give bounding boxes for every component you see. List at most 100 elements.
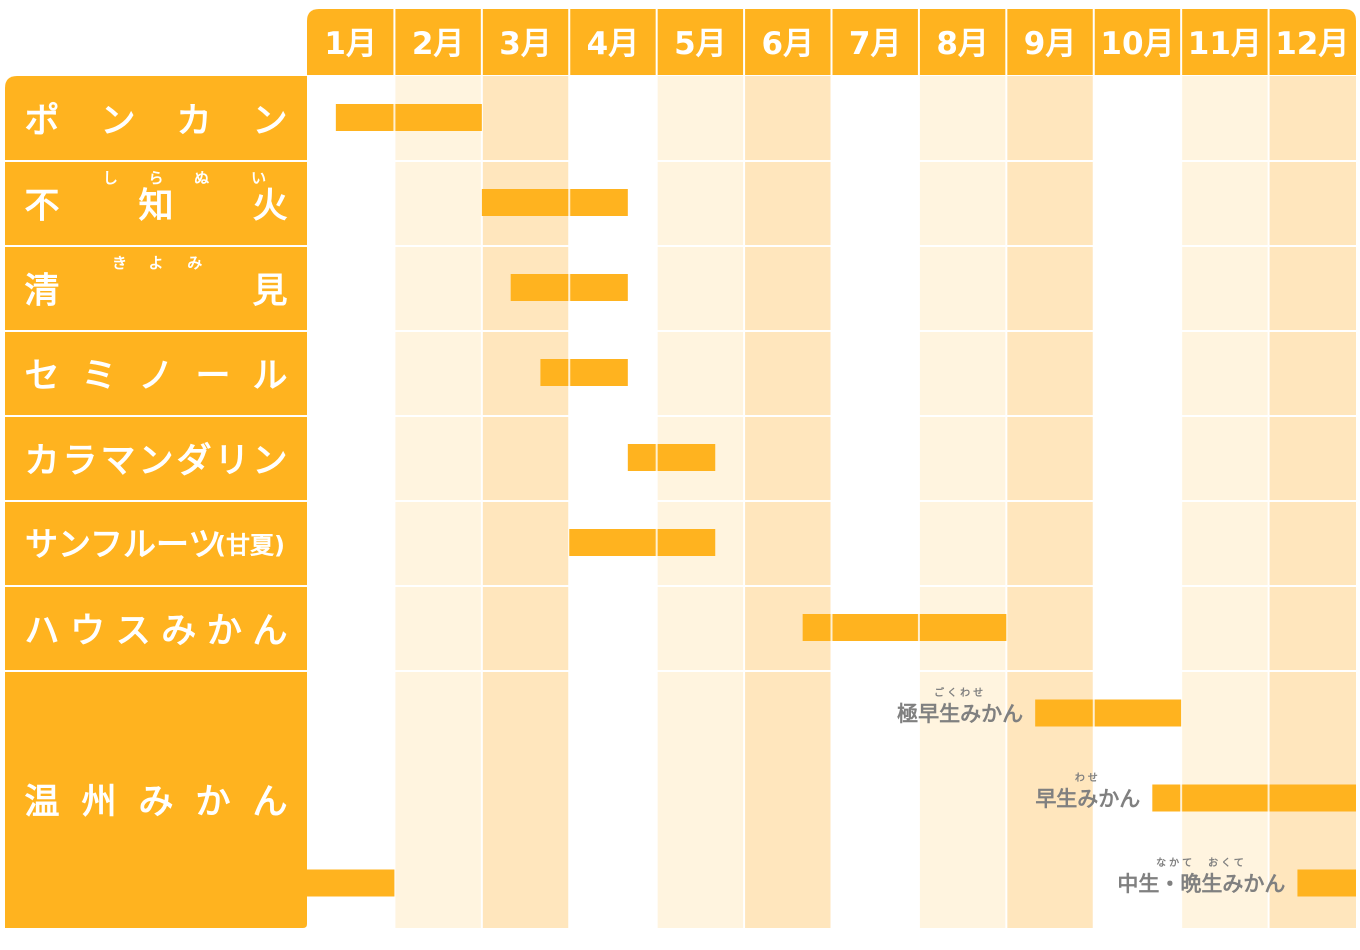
column-separator [568,76,571,928]
variety-sub-label: 極早生みかん [897,702,1023,726]
variety-sub-ruby: ごくわせ [934,686,986,699]
row-label-char: ラ [62,442,97,482]
row-label-char: ー [195,357,230,397]
month-label-5: 5月 [674,26,727,62]
bar-month-divider [568,274,571,301]
header-separator [1267,9,1270,75]
season-bar [1297,869,1356,897]
column-separator [743,76,746,928]
row-label-char: ン [100,102,135,142]
season-bar [802,614,1007,641]
bar-month-divider [568,359,571,386]
row-label-char: ス [116,612,151,652]
column-separator [830,76,833,928]
month-label-1: 1月 [324,26,377,62]
month-label-3: 3月 [499,26,552,62]
row-label-char: ン [252,102,287,142]
row-label-char: ポ [24,101,59,142]
month-label-9: 9月 [1024,26,1077,62]
label-separator [5,160,307,162]
row-label-char: ン [252,442,287,482]
row-label-char: ル [252,357,287,397]
month-label-7: 7月 [849,26,902,62]
season-bar [627,444,716,471]
header-separator [743,9,746,75]
variety-sub-ruby: わせ [1075,772,1101,784]
label-separator [5,500,307,502]
row-label-char: み [138,783,173,823]
row-label-char: 見 [252,272,287,312]
row-label-char: 清 [24,272,59,312]
label-separator [5,670,307,672]
season-bar [1152,784,1356,812]
label-separator [5,245,307,247]
row-label-char: セ [24,357,59,397]
header-separator [480,9,483,75]
row-label-char: ノ [138,357,173,397]
variety-sub-label: 中生・晩生みかん [1117,872,1285,896]
row-label-char: か [195,783,230,823]
month-label-11: 11月 [1188,26,1262,62]
bar-month-divider [393,104,396,131]
row-label-char: マ [100,442,135,482]
header-separator [1180,9,1183,75]
bar-month-divider [655,529,658,556]
column-separator [1180,76,1183,928]
row-label-char: ハ [24,612,59,652]
header-separator [1092,9,1095,75]
row-label-char: ん [252,783,287,823]
season-bar [569,529,716,556]
label-separator [5,415,307,417]
season-bar [540,359,628,386]
row-label-ruby: ら [148,169,163,187]
label-separator [5,330,307,332]
season-bar [335,104,482,131]
column-separator [917,76,920,928]
column-separator [393,76,396,928]
row-label-char: リ [214,442,249,482]
row-label-ruby: し [103,169,118,187]
bar-month-divider [1092,699,1095,727]
bar-month-divider [1267,784,1270,812]
bar-month-divider [568,189,571,216]
row-label-text: (甘夏) [215,532,285,560]
month-label-4: 4月 [587,26,640,62]
header-separator [830,9,833,75]
row-label-char: か [207,612,242,652]
row-label-ruby: ぬ [194,169,209,187]
row-label-char: ダ [176,442,211,482]
bar-month-divider [655,444,658,471]
variety-sub-ruby: なかて おくて [1156,857,1247,869]
month-label-8: 8月 [936,26,989,62]
season-bar [481,189,628,216]
month-label-2: 2月 [412,26,465,62]
month-label-10: 10月 [1100,26,1174,62]
row-label-ruby: き [112,254,127,272]
column-separator [480,76,483,928]
bar-month-divider [1180,784,1183,812]
column-separator [1267,76,1270,928]
column-separator [1092,76,1095,928]
row-label-char: カ [24,442,59,482]
bar-month-divider [830,614,833,641]
row-label-char: 温 [24,783,59,823]
row-label-char: ん [252,612,287,652]
row-label-ruby: み [187,254,202,272]
variety-sub-label: 早生みかん [1035,787,1140,811]
month-label-12: 12月 [1275,26,1349,62]
header-separator [917,9,920,75]
row-label-char: ミ [81,357,116,397]
label-separator [5,585,307,587]
row-label-text: サンフルーツ [25,525,221,564]
row-label-char: カ [176,102,211,142]
column-separator [655,76,658,928]
row-label-char: 不 [24,187,59,227]
row-label-ruby: よ [148,254,163,272]
row-label-ruby: い [251,169,266,187]
bar-month-divider [917,614,920,641]
column-separator [1005,76,1008,928]
header-separator [393,9,396,75]
header-separator [1005,9,1008,75]
row-label-char: 州 [81,783,116,823]
